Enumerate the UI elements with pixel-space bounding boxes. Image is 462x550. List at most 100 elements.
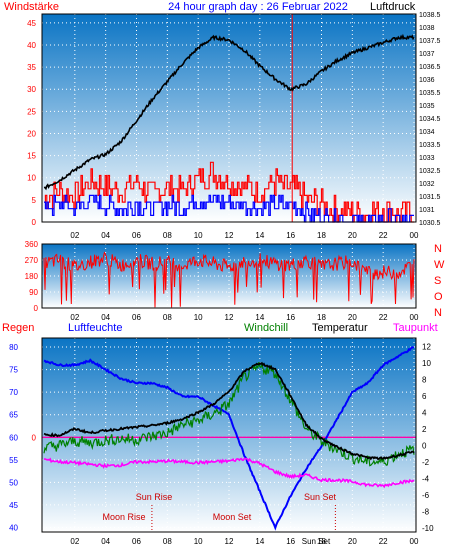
temperature-humidity-panel: 404550556065707580-10-8-6-4-202468101200… — [9, 337, 434, 546]
rain-tick-label: 0 — [32, 433, 37, 442]
y-right-tick-label: -8 — [422, 507, 430, 516]
x-tick-label: 14 — [255, 537, 264, 546]
y-left-tick-label: 70 — [9, 388, 18, 397]
y-left-tick-label: 75 — [9, 366, 18, 375]
y-right-tick-label: 1032 — [419, 181, 435, 188]
y-left-tick-label: 180 — [25, 272, 39, 281]
compass-label: N — [434, 307, 442, 319]
x-tick-label: 16 — [286, 537, 295, 546]
x-tick-label: 10 — [194, 313, 203, 322]
panel3-frame — [41, 337, 417, 533]
y-right-tick-label: 1031 — [419, 207, 435, 214]
y-right-tick-label: 1035 — [419, 103, 435, 110]
legend-taupunkt: Taupunkt — [393, 322, 438, 334]
wind-direction-line — [43, 251, 415, 308]
panel1-grid — [42, 14, 416, 223]
y-right-tick-label: -6 — [422, 491, 430, 500]
y-right-tick-label: 1037 — [419, 51, 435, 58]
compass-label: N — [434, 243, 442, 255]
y-right-tick-label: 1032.5 — [419, 168, 441, 175]
x-tick-label: 02 — [70, 537, 79, 546]
y-left-tick-label: 0 — [34, 304, 39, 313]
y-right-tick-label: -4 — [422, 474, 430, 483]
y-left-tick-label: 360 — [25, 240, 39, 249]
y-right-tick-label: 10 — [422, 359, 431, 368]
x-tick-label: 12 — [225, 537, 234, 546]
y-left-tick-label: 20 — [27, 129, 36, 138]
x-tick-label: 00 — [410, 231, 419, 240]
x-tick-label: 04 — [101, 537, 110, 546]
x-tick-label: 08 — [163, 537, 172, 546]
compass-label: W — [434, 259, 445, 271]
x-tick-label: 12 — [225, 313, 234, 322]
x-tick-label: 00 — [410, 537, 419, 546]
panel3-ticks: 404550556065707580-10-8-6-4-202468101200… — [9, 342, 434, 546]
x-tick-label: 22 — [379, 313, 388, 322]
x-tick-label: 20 — [348, 231, 357, 240]
y-right-tick-label: 1038.5 — [419, 12, 441, 19]
y-left-tick-label: 45 — [9, 501, 18, 510]
y-right-tick-label: -10 — [422, 524, 434, 533]
x-tick-label: 18 — [317, 313, 326, 322]
y-left-tick-label: 5 — [32, 196, 37, 205]
header-left-label: Windstärke — [4, 1, 59, 13]
x-tick-label: 20 — [348, 537, 357, 546]
y-right-tick-label: 1034.5 — [419, 116, 441, 123]
x-tick-label: 02 — [70, 313, 79, 322]
y-right-tick-label: 1037.5 — [419, 38, 441, 45]
x-tick-label: 16 — [286, 313, 295, 322]
y-right-tick-label: 2 — [422, 425, 427, 434]
x-tick-label: 06 — [132, 231, 141, 240]
y-right-tick-label: 1030.5 — [419, 220, 441, 227]
event-sun-set: Sun Set — [304, 492, 337, 502]
x-tick-label: 04 — [101, 313, 110, 322]
y-right-tick-label: -2 — [422, 458, 430, 467]
event-moon-rise: Moon Rise — [102, 512, 145, 522]
event-sun-set-lower: Sun Set — [302, 537, 331, 546]
event-sun-rise: Sun Rise — [136, 492, 173, 502]
y-left-tick-label: 45 — [27, 19, 36, 28]
legend-luftfeuchte: Luftfeuchte — [68, 322, 122, 334]
y-right-tick-label: 1033.5 — [419, 142, 441, 149]
y-left-tick-label: 65 — [9, 411, 18, 420]
panel3-series — [42, 346, 416, 532]
x-tick-label: 18 — [317, 537, 326, 546]
y-right-tick-label: 0 — [422, 441, 427, 450]
y-left-tick-label: 15 — [27, 152, 36, 161]
y-left-tick-label: 25 — [27, 107, 36, 116]
y-right-tick-label: 1033 — [419, 155, 435, 162]
y-left-tick-label: 40 — [27, 41, 36, 50]
y-left-tick-label: 30 — [27, 85, 36, 94]
y-right-tick-label: 6 — [422, 392, 427, 401]
y-left-tick-label: 50 — [9, 478, 18, 487]
x-tick-label: 18 — [317, 231, 326, 240]
x-tick-label: 06 — [132, 313, 141, 322]
x-tick-label: 08 — [163, 231, 172, 240]
header-center-label: 24 hour graph day : 26 Februar 2022 — [168, 1, 348, 13]
y-left-tick-label: 40 — [9, 523, 18, 532]
x-tick-label: 10 — [194, 231, 203, 240]
compass-label: O — [434, 291, 443, 303]
legend-windchill: Windchill — [244, 322, 288, 334]
y-right-tick-label: 1031.5 — [419, 194, 441, 201]
x-tick-label: 22 — [379, 231, 388, 240]
x-tick-label: 10 — [194, 537, 203, 546]
x-tick-label: 12 — [225, 231, 234, 240]
x-tick-label: 14 — [255, 231, 264, 240]
dewpoint-line — [43, 457, 415, 489]
x-tick-label: 08 — [163, 313, 172, 322]
x-tick-label: 22 — [379, 537, 388, 546]
wind-pressure-panel: 0 5 10 15 20 25 30 35 40 45 1030.5 1031 1031.5 1032 10… — [27, 12, 440, 240]
y-left-tick-label: 0 — [32, 218, 37, 227]
x-tick-label: 02 — [70, 231, 79, 240]
y-right-tick-label: 12 — [422, 342, 431, 351]
panel2-frame — [41, 243, 417, 309]
y-left-tick-label: 60 — [9, 433, 18, 442]
x-tick-label: 20 — [348, 313, 357, 322]
y-right-tick-label: 1038 — [419, 25, 435, 32]
compass-label: S — [434, 275, 441, 287]
y-right-tick-label: 4 — [422, 408, 427, 417]
